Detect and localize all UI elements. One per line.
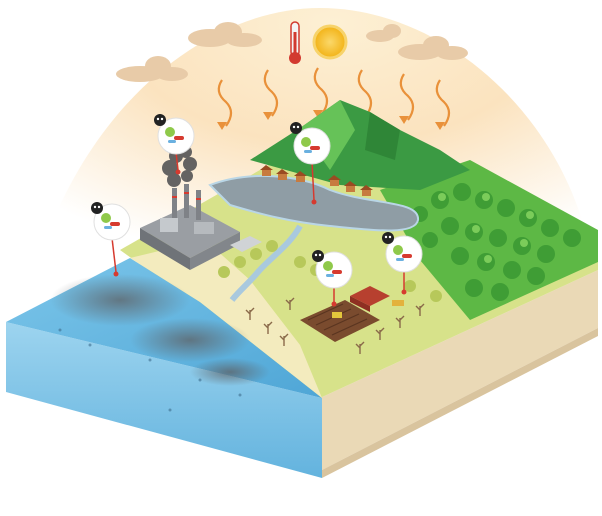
sun-icon (312, 24, 348, 60)
skull-icon (290, 122, 302, 134)
forest-trees (412, 183, 581, 301)
beach (130, 240, 322, 398)
sea-side (6, 322, 322, 478)
thermometer-icon (289, 21, 301, 64)
pollution-marker-lake (290, 122, 331, 205)
ground-front-side (320, 270, 598, 470)
sea-pollution-plume (50, 274, 190, 326)
cloud-icon (188, 22, 262, 47)
cloud-icon (398, 36, 468, 60)
cloud-icon (366, 24, 401, 42)
dead-trees (245, 297, 425, 354)
skull-icon (91, 202, 103, 214)
pollution-marker-factory (91, 202, 131, 277)
river (229, 224, 303, 302)
sea-debris (58, 328, 242, 412)
factory-icon (140, 184, 262, 270)
skull-icon (382, 232, 394, 244)
mountain (250, 100, 470, 190)
skull-icon (312, 250, 324, 262)
pollution-marker-hill (154, 114, 195, 175)
barn (350, 286, 404, 312)
village (260, 165, 373, 196)
pollution-marker-field (312, 250, 353, 307)
cloud-icon (116, 56, 188, 82)
crop-field (300, 300, 380, 342)
pollution-marker-forest (382, 232, 423, 295)
skull-icon (154, 114, 166, 126)
heat-rays (217, 67, 451, 127)
